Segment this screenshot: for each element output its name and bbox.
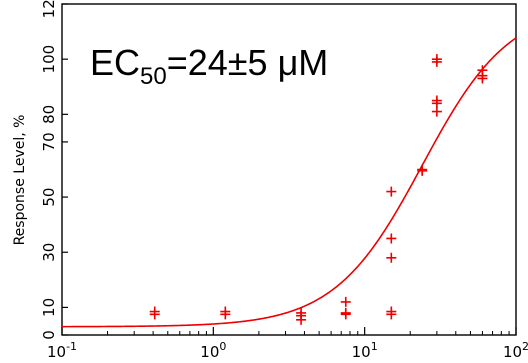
x-tick-label: 100: [200, 340, 226, 361]
y-tick-label: 50: [40, 188, 58, 207]
ec50-prefix: EC: [90, 42, 140, 83]
x-tick-label: 10-1: [47, 340, 77, 361]
data-point: [417, 165, 428, 176]
data-point: [386, 309, 397, 320]
data-point: [386, 186, 397, 197]
data-point: [149, 309, 160, 320]
data-point: [386, 233, 397, 244]
y-axis-title: Response Level, %: [12, 115, 28, 246]
ec50-value: =24±5 μM: [167, 42, 329, 83]
fit-curve-layer: [62, 37, 517, 328]
ec50-subscript: 50: [140, 63, 167, 90]
y-tick-label: 80: [40, 105, 58, 124]
y-tick-label: 70: [40, 132, 58, 151]
data-point: [477, 73, 488, 84]
data-point: [296, 314, 307, 325]
data-point: [431, 106, 442, 117]
fit-curve: [62, 37, 517, 328]
x-tick-label: 101: [352, 340, 378, 361]
data-points-layer: [149, 54, 488, 325]
data-point: [340, 296, 351, 307]
y-tick-label: 30: [40, 243, 58, 262]
data-point: [220, 309, 231, 320]
x-axis: 10-1 100 101 102: [47, 327, 528, 361]
ec50-annotation: EC50=24±5 μM: [90, 42, 328, 90]
y-axis: 0 10 30 50 70 80 100 120: [40, 0, 68, 340]
data-point: [431, 56, 442, 67]
data-point: [386, 252, 397, 263]
y-tick-label: 120: [40, 0, 58, 18]
y-tick-label: 100: [40, 45, 58, 74]
y-tick-label: 10: [40, 298, 58, 317]
data-point: [340, 309, 351, 320]
y-tick-label: 0: [40, 330, 58, 340]
plot-frame: [61, 3, 517, 336]
x-tick-label: 102: [503, 340, 528, 361]
